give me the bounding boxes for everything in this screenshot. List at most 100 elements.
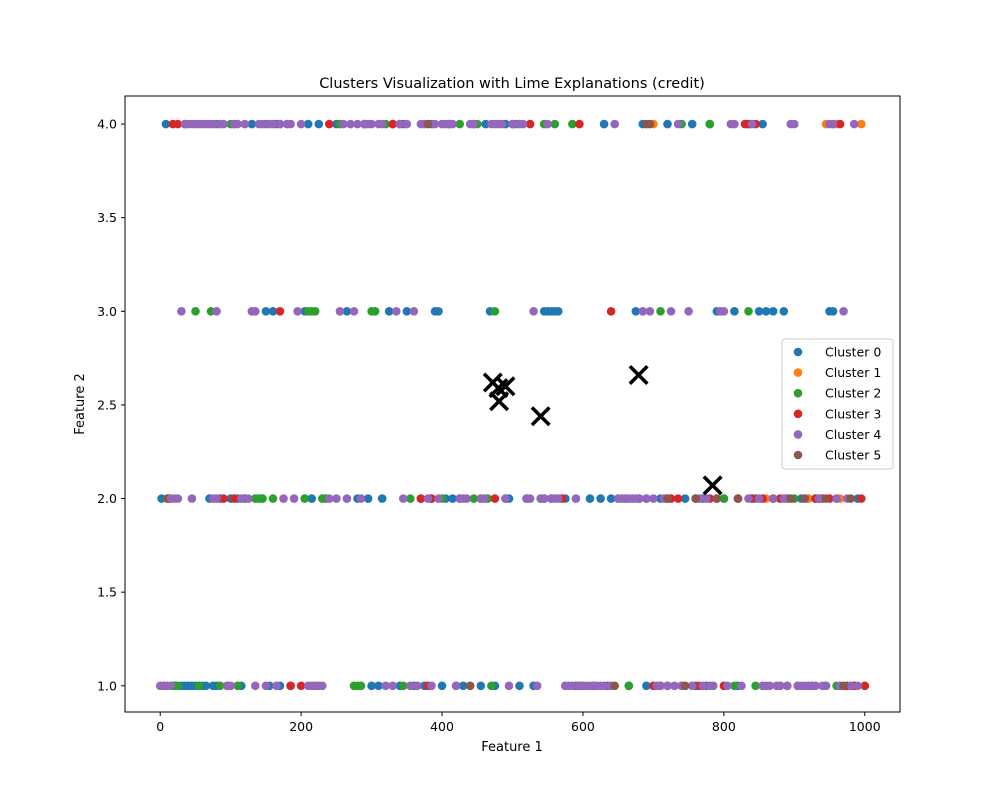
data-point [575,119,584,129]
data-point [293,307,302,316]
data-point [529,307,538,316]
data-point [226,681,235,691]
data-point [465,681,475,691]
data-point [733,494,743,503]
data-point [709,681,718,691]
data-point [751,681,760,691]
x-tick-label: 1000 [849,719,881,734]
data-point [768,307,778,316]
data-point [251,307,260,316]
data-point [758,119,767,129]
data-point [212,307,221,316]
data-point [490,494,500,503]
data-point [437,681,447,691]
data-point [215,681,225,691]
data-point [719,307,729,316]
y-tick-label: 1.0 [97,678,117,693]
data-point [233,681,242,691]
x-axis: 0 200 400 600 800 1000 [156,712,881,734]
legend: Cluster 0 Cluster 1 Cluster 2 Cluster 3 Clus… [781,338,894,470]
legend-swatch [793,347,803,357]
data-point [406,494,415,503]
data-point [568,119,577,129]
data-point [857,119,866,129]
data-point [166,681,176,691]
data-point [349,307,359,316]
plot-area-frame [124,95,901,713]
data-point [268,119,278,129]
data-point [258,119,267,129]
x-tick-label: 800 [712,719,736,734]
data-point [684,307,693,316]
y-axis-label: Feature 2 [73,373,88,435]
data-point [821,494,831,503]
data-point [645,119,655,129]
data-point [229,494,239,503]
data-point [289,494,299,503]
data-point [191,307,200,316]
data-point [219,494,228,503]
data-point [666,307,676,316]
legend-swatch [793,430,803,439]
data-point [318,681,327,691]
data-point [670,681,679,691]
legend-label: Cluster 1 [825,365,881,380]
data-point [606,494,616,503]
data-point [296,119,306,129]
data-point [656,307,665,316]
data-point [568,681,577,691]
data-point [388,119,398,129]
data-point [406,681,415,691]
data-point [790,119,799,129]
data-point [800,494,810,503]
data-point [434,494,443,503]
series-4 [155,119,862,691]
data-point [543,119,552,129]
legend-swatch [793,388,803,398]
data-point [642,494,651,503]
data-point [779,494,789,503]
data-point [532,681,542,691]
data-point [469,119,479,129]
data-point [353,119,362,129]
data-point [381,681,391,691]
data-point [356,494,366,503]
legend-label: Cluster 0 [825,345,881,360]
y-axis: 1.0 1.5 2.0 2.5 3.0 3.5 4.0 [97,117,125,693]
data-point [571,494,581,503]
data-point [173,494,183,503]
data-point [786,494,796,503]
data-point [508,119,517,129]
data-point [783,681,792,691]
data-point [416,494,426,503]
data-point [314,119,324,129]
data-point [680,494,690,503]
y-tick-label: 3.0 [97,304,117,319]
x-tick-label: 400 [430,719,454,734]
data-point [399,494,408,503]
data-point [610,681,619,691]
data-point [370,307,380,316]
data-point [846,494,855,503]
data-point [310,307,320,316]
x-tick-label: 600 [571,719,595,734]
legend-swatch [793,450,803,460]
data-point [768,494,778,503]
data-point [656,681,665,691]
data-point [342,307,352,316]
data-point [730,307,739,316]
legend-swatch [793,368,803,377]
data-point [702,494,711,503]
explanation-marker [489,391,510,412]
data-point [811,681,820,691]
data-point [455,119,465,129]
data-point [377,119,387,129]
data-point [839,681,848,691]
data-point [860,681,870,691]
data-point [448,494,457,503]
data-point [691,494,700,503]
data-point [307,494,317,503]
data-point [335,307,345,316]
data-point [705,119,715,129]
